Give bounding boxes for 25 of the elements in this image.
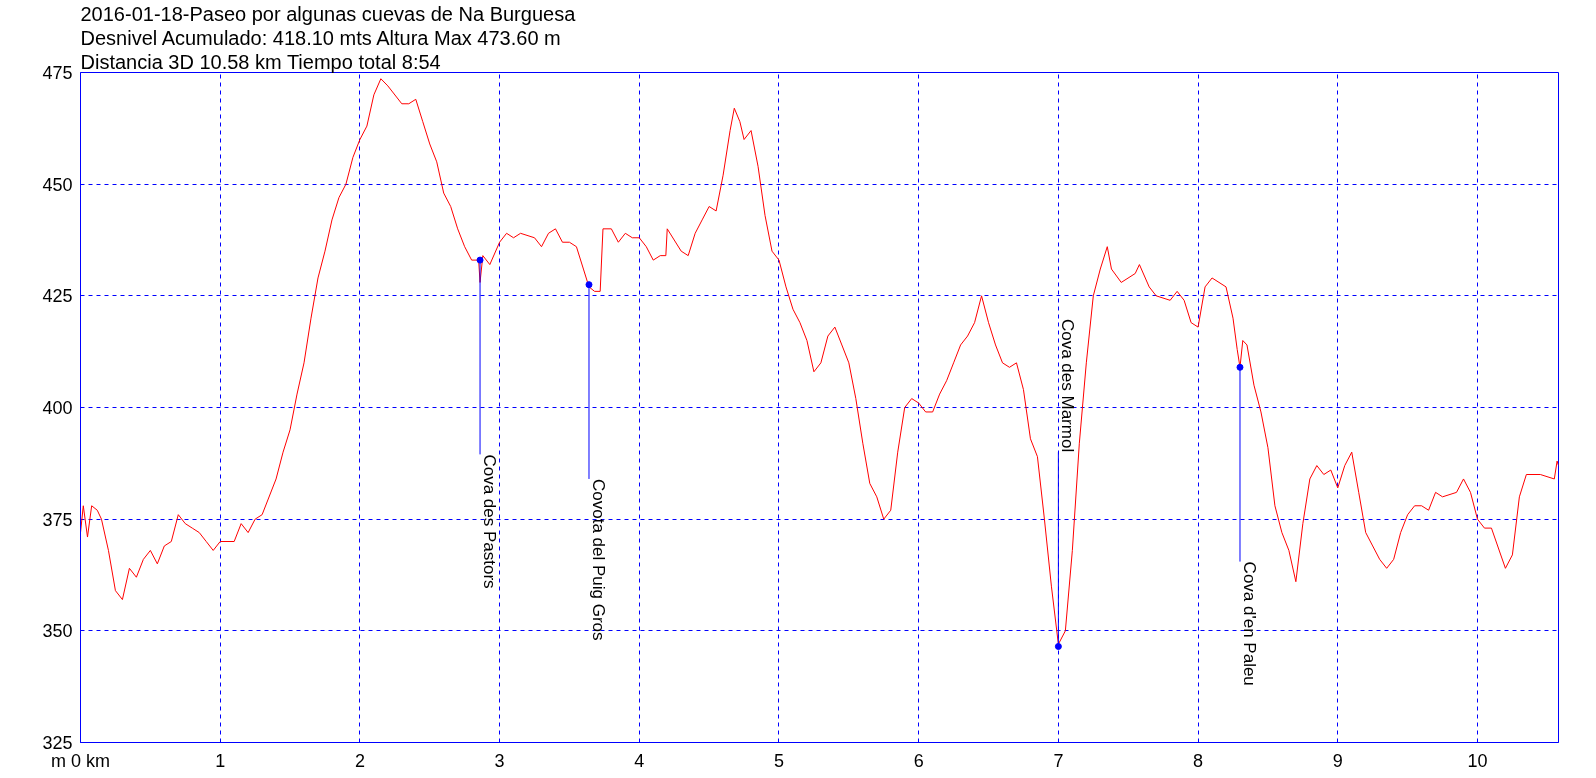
annotation: Covota del Puig Gros [589,478,608,641]
x-tick-label: 1 [215,750,226,771]
y-tick-label: 400 [42,398,73,418]
y-tick-label: 425 [42,286,73,307]
y-tick-label: 450 [42,174,73,195]
x-tick-label: 7 [1053,750,1064,771]
y-tick-label: 325 [42,733,73,753]
x-tick-label: 2 [354,750,365,771]
x-tick-label: 5 [773,750,784,771]
chart-subtitle: Desnivel Acumulado: 418.10 mts Altura Max 473.60 m [80,26,561,49]
annotation: Cova des Marmol [1058,318,1078,453]
x-tick-label: 8 [1193,750,1204,771]
x-tick-label: 6 [913,750,924,771]
x-tick-label: m 0 km [51,750,111,771]
y-tick-label: 350 [42,621,73,642]
text: Distancia 3D 10.58 km Tiempo total 8:54 [80,50,441,73]
annotation: Cova des Pastors [480,454,500,589]
y-tick-label: 375 [42,509,73,530]
y-tick-label: 475 [42,63,73,83]
x-tick-label: 3 [494,750,505,771]
x-tick-label: 9 [1332,750,1343,771]
annotation: Cova d'en Paleu [1239,561,1259,686]
x-tick-label: 4 [634,750,645,771]
x-tick-label: 10 [1467,750,1488,771]
chart-title: 2016-01-18-Paseo por algunas cuevas de Na Burguesa [80,2,577,25]
